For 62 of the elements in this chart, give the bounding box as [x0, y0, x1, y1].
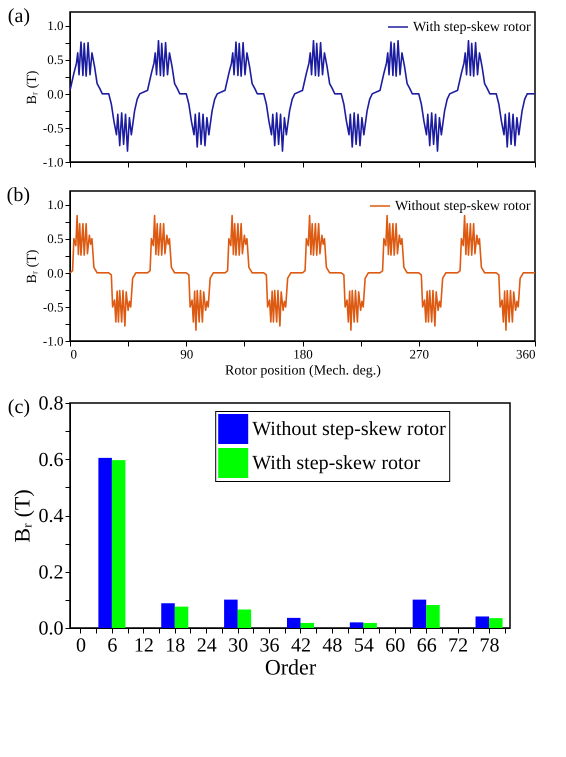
bar — [98, 458, 112, 628]
y-axis-title: Bᵣ (T) — [24, 70, 40, 104]
legend-label: Without step-skew rotor — [395, 199, 531, 214]
y-tick-label: 0.8 — [38, 392, 64, 414]
x-tick-label: 78 — [480, 634, 500, 656]
y-tick-label: 0.4 — [38, 505, 64, 527]
text: (b) — [6, 184, 30, 206]
x-tick-label: 180 — [293, 346, 313, 362]
x-tick-label: 6 — [107, 634, 118, 656]
x-tick-label: 360 — [516, 346, 536, 362]
bar — [412, 600, 426, 628]
x-tick-label: 270 — [410, 346, 429, 362]
x-tick-label: 48 — [322, 634, 342, 656]
y-tick-label: 0.0 — [47, 265, 64, 280]
x-tick-label: 18 — [165, 634, 186, 656]
legend-label: With step-skew rotor — [252, 452, 421, 474]
x-tick-label: 66 — [416, 634, 437, 656]
bar — [174, 606, 188, 628]
x-tick-label: 60 — [385, 634, 406, 656]
x-tick-label: 0 — [76, 634, 86, 656]
x-tick-label: 54 — [354, 634, 374, 656]
bar — [161, 603, 175, 628]
bar — [238, 609, 252, 628]
bar — [224, 600, 238, 628]
y-tick-label: 1.0 — [47, 197, 64, 212]
x-axis-title: Rotor position (Mech. deg.) — [225, 364, 382, 378]
x-tick-label: 0 — [70, 346, 77, 362]
text: (a) — [8, 5, 30, 27]
x-tick-label: 72 — [448, 634, 468, 656]
x-tick-label: 30 — [228, 634, 248, 656]
y-tick-label: 0.0 — [47, 86, 64, 102]
x-tick-label: 12 — [134, 634, 154, 656]
bar — [350, 622, 364, 628]
bar — [426, 604, 440, 628]
y-tick-label: -0.5 — [42, 120, 64, 136]
y-tick-label: 0.5 — [47, 52, 64, 68]
legend-label: With step-skew rotor — [413, 20, 531, 35]
bar — [300, 622, 314, 628]
line-series — [69, 40, 536, 152]
y-tick-label: 0.2 — [38, 561, 64, 584]
legend-label: Without step-skew rotor — [252, 418, 446, 440]
y-axis-title: Bᵣ (T) — [10, 489, 34, 543]
y-tick-label: -0.5 — [42, 299, 64, 314]
x-tick-label: 24 — [196, 634, 217, 656]
x-tick-label: 36 — [260, 634, 280, 656]
bar — [476, 616, 490, 628]
text: (c) — [8, 396, 30, 418]
y-tick-label: 1.0 — [47, 18, 64, 34]
bar — [286, 618, 300, 628]
y-tick-label: 0.0 — [38, 618, 64, 640]
x-axis-title: Order — [264, 654, 317, 680]
bar — [363, 622, 377, 628]
y-tick-label: -1.0 — [42, 334, 64, 348]
y-axis-title: Bᵣ (T) — [24, 249, 40, 284]
bar — [112, 460, 126, 628]
y-tick-label: 0.5 — [47, 231, 64, 246]
y-tick-label: 0.6 — [38, 448, 64, 471]
line-series — [69, 214, 536, 331]
x-tick-label: 90 — [180, 346, 194, 362]
bar — [489, 618, 503, 628]
x-tick-label: 42 — [290, 634, 311, 656]
y-tick-label: -1.0 — [42, 154, 64, 170]
